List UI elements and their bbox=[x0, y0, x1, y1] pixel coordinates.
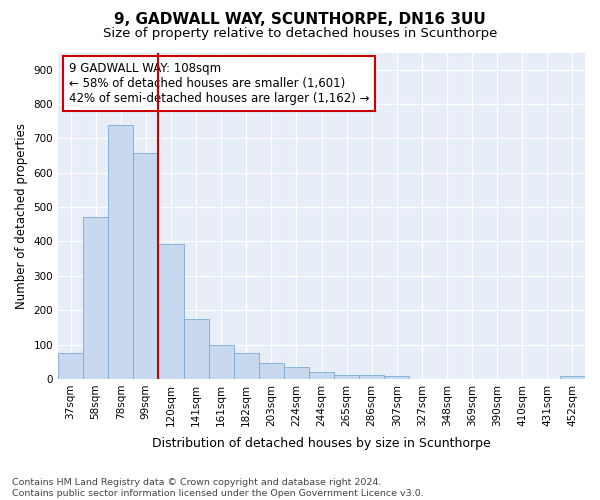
Bar bbox=[83, 216, 108, 379]
Text: Contains HM Land Registry data © Crown copyright and database right 2024.
Contai: Contains HM Land Registry data © Crown c… bbox=[12, 478, 424, 498]
Bar bbox=[58, 353, 83, 379]
Bar bbox=[158, 244, 184, 379]
Y-axis label: Number of detached properties: Number of detached properties bbox=[15, 122, 28, 308]
Bar bbox=[133, 153, 158, 379]
Bar bbox=[384, 376, 409, 379]
X-axis label: Distribution of detached houses by size in Scunthorpe: Distribution of detached houses by size … bbox=[152, 437, 491, 450]
Text: 9, GADWALL WAY, SCUNTHORPE, DN16 3UU: 9, GADWALL WAY, SCUNTHORPE, DN16 3UU bbox=[114, 12, 486, 28]
Text: Size of property relative to detached houses in Scunthorpe: Size of property relative to detached ho… bbox=[103, 28, 497, 40]
Bar bbox=[284, 367, 309, 379]
Bar bbox=[184, 319, 209, 379]
Bar bbox=[259, 363, 284, 379]
Bar bbox=[560, 376, 585, 379]
Bar bbox=[233, 353, 259, 379]
Bar bbox=[359, 376, 384, 379]
Bar bbox=[108, 124, 133, 379]
Bar bbox=[334, 375, 359, 379]
Bar bbox=[309, 372, 334, 379]
Text: 9 GADWALL WAY: 108sqm
← 58% of detached houses are smaller (1,601)
42% of semi-d: 9 GADWALL WAY: 108sqm ← 58% of detached … bbox=[68, 62, 369, 106]
Bar bbox=[209, 345, 233, 379]
